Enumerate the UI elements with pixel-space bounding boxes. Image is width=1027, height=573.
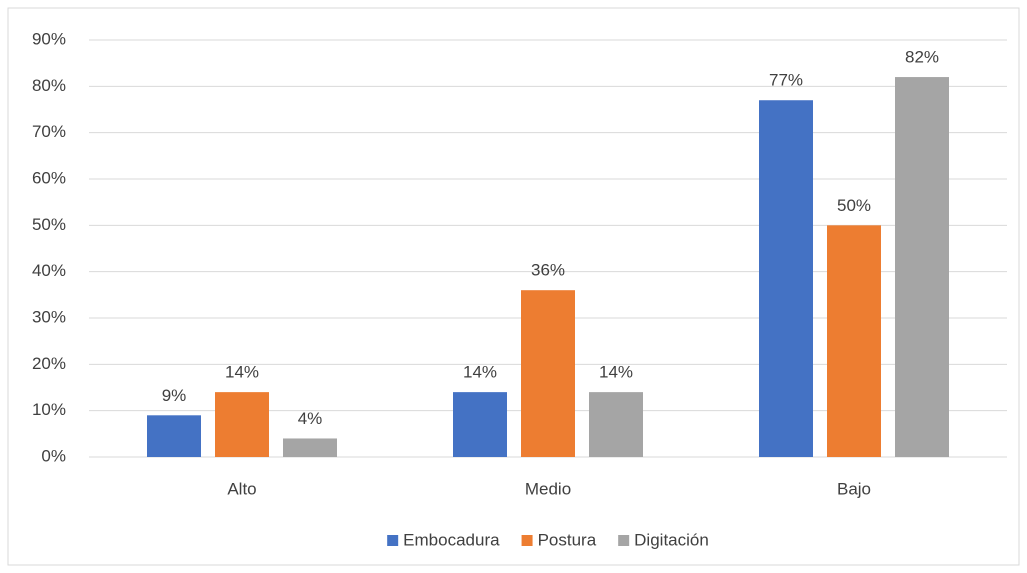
- x-tick-label: Bajo: [837, 479, 871, 498]
- data-label: 77%: [769, 71, 803, 90]
- y-tick-label: 60%: [32, 168, 66, 187]
- bar: [283, 438, 337, 457]
- data-label: 82%: [905, 48, 939, 67]
- bar: [215, 392, 269, 457]
- y-tick-label: 90%: [32, 29, 66, 48]
- y-tick-label: 50%: [32, 215, 66, 234]
- y-tick-label: 40%: [32, 261, 66, 280]
- y-tick-label: 20%: [32, 354, 66, 373]
- bar: [453, 392, 507, 457]
- legend-swatch: [521, 535, 533, 546]
- bar: [589, 392, 643, 457]
- data-label: 50%: [837, 196, 871, 215]
- bar: [521, 290, 575, 457]
- y-tick-label: 80%: [32, 76, 66, 95]
- bar: [759, 100, 813, 457]
- data-label: 14%: [463, 363, 497, 382]
- x-tick-label: Medio: [525, 479, 571, 498]
- y-tick-label: 30%: [32, 307, 66, 326]
- legend-label: Digitación: [634, 530, 709, 549]
- legend-swatch: [618, 535, 630, 546]
- y-tick-label: 10%: [32, 400, 66, 419]
- data-label: 9%: [162, 386, 187, 405]
- data-label: 36%: [531, 261, 565, 280]
- y-tick-label: 70%: [32, 122, 66, 141]
- data-label: 14%: [599, 363, 633, 382]
- legend-label: Embocadura: [403, 530, 500, 549]
- x-tick-label: Alto: [227, 479, 256, 498]
- y-tick-label: 0%: [41, 446, 66, 465]
- bar: [827, 225, 881, 457]
- data-label: 14%: [225, 363, 259, 382]
- bar: [147, 415, 201, 457]
- data-label: 4%: [298, 409, 323, 428]
- legend-swatch: [387, 535, 399, 546]
- legend-label: Postura: [538, 530, 597, 549]
- bar: [895, 77, 949, 458]
